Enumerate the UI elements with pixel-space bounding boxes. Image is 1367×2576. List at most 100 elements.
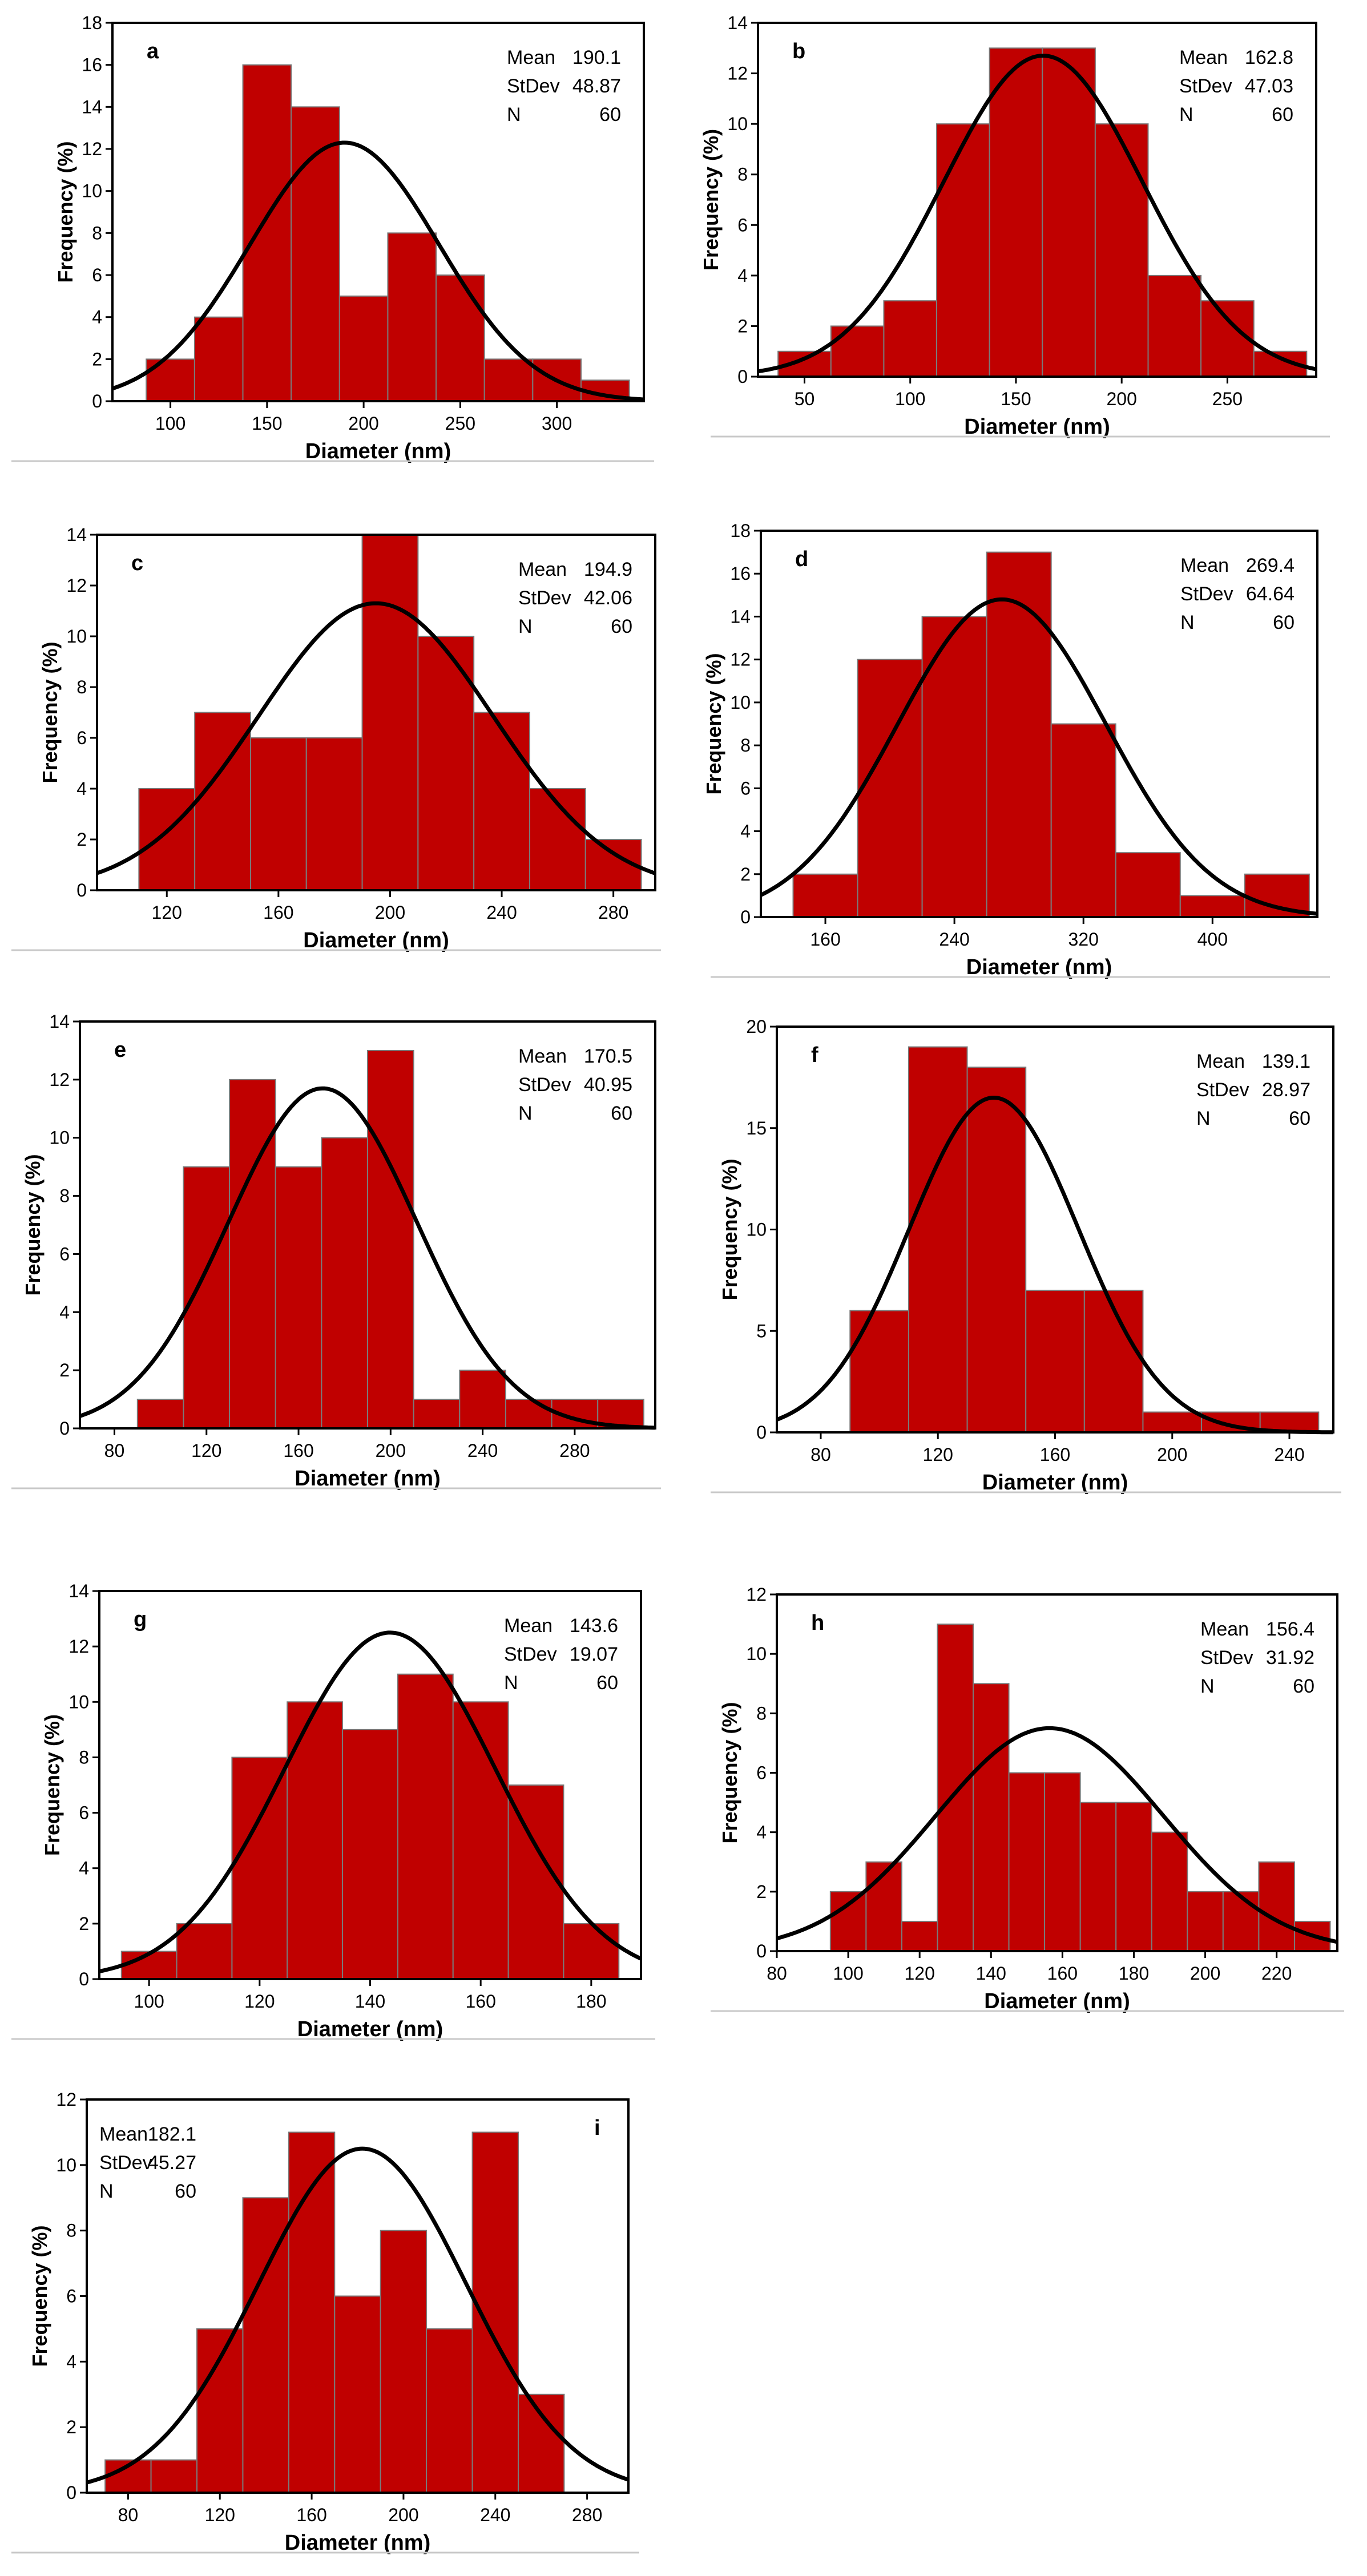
histogram-bar [936, 123, 990, 377]
x-tick-label: 180 [576, 1991, 606, 2012]
y-tick-label: 12 [49, 1069, 70, 1090]
histogram-bar [792, 873, 858, 918]
histogram-bar [397, 1673, 454, 1980]
histogram-bar [901, 1920, 938, 1952]
x-axis-title: Diameter (nm) [295, 1467, 441, 1491]
stats-n-label: N [1200, 1675, 1215, 1697]
panel-letter: c [131, 551, 143, 575]
x-tick-label: 300 [542, 413, 572, 434]
histogram-bar [986, 551, 1052, 918]
y-tick-label: 8 [66, 2220, 76, 2241]
y-tick-label: 12 [727, 63, 748, 84]
stats-mean-value: 269.4 [1246, 555, 1295, 576]
y-tick-label: 0 [740, 907, 751, 927]
y-tick-label: 2 [737, 316, 748, 336]
histogram-bar [830, 325, 885, 378]
y-axis-title: Frequency (%) [38, 641, 62, 783]
stats-mean-value: 156.4 [1266, 1618, 1314, 1640]
stats-mean-value: 170.5 [584, 1045, 632, 1067]
x-axis-title: Diameter (nm) [305, 439, 451, 463]
y-tick-label: 6 [59, 1243, 70, 1264]
histogram-bar [883, 300, 938, 378]
y-tick-label: 8 [740, 735, 751, 756]
x-axis-title: Diameter (nm) [297, 2017, 443, 2041]
histogram-bar [380, 2230, 428, 2494]
y-tick-label: 14 [727, 13, 748, 33]
x-tick-label: 150 [1001, 389, 1031, 409]
histogram-bar [1044, 1772, 1081, 1952]
y-tick-label: 14 [68, 1581, 89, 1601]
plot-frame [79, 1020, 656, 1430]
y-tick-label: 15 [746, 1118, 767, 1138]
histogram-panel-i: 0 2 4 6 8 10 12 80 120 160 200 240 280 Diameter (nm) F… [11, 2089, 639, 2555]
stats-mean-value: 190.1 [572, 47, 621, 68]
histogram-bar [1094, 123, 1149, 377]
x-tick-label: 250 [1212, 389, 1243, 409]
y-tick-label: 10 [746, 1644, 767, 1664]
stats-stdev-value: 19.07 [570, 1644, 618, 1665]
panel-letter: f [811, 1043, 818, 1067]
stats-mean-value: 143.6 [570, 1615, 618, 1637]
stats-n-value: 60 [611, 1103, 632, 1124]
x-axis-title: Diameter (nm) [285, 2531, 431, 2555]
x-tick-label: 160 [1047, 1963, 1078, 1984]
y-tick-label: 8 [737, 164, 748, 185]
y-axis-title: Frequency (%) [21, 1154, 45, 1295]
y-tick-label: 12 [68, 1636, 89, 1657]
x-tick-label: 240 [1274, 1444, 1304, 1465]
y-tick-label: 6 [737, 215, 748, 235]
x-tick-label: 280 [572, 2505, 602, 2525]
stats-stdev-label: StDev [99, 2152, 152, 2174]
x-tick-label: 140 [355, 1991, 385, 2012]
normal-fit-curve [776, 1726, 1338, 1944]
histogram-bar [426, 2328, 473, 2494]
histogram-bar [138, 788, 196, 891]
histogram-bar [563, 1923, 620, 1980]
normal-fit-curve [79, 1086, 656, 1430]
histogram-panel-e: 0 2 4 6 8 10 12 14 80 120 160 200 240 280 Diameter (nm… [11, 1011, 661, 1491]
histogram-bar [361, 534, 419, 891]
histogram-bar [367, 1049, 414, 1429]
histogram-bar [483, 358, 534, 402]
y-tick-label: 10 [727, 114, 748, 134]
histogram-bar [150, 2459, 198, 2494]
histogram-bar [966, 1067, 1027, 1433]
stats-n-label: N [518, 616, 533, 637]
stats-stdev-label: StDev [518, 1074, 571, 1096]
x-tick-label: 160 [283, 1440, 313, 1461]
panel-letter: b [792, 39, 805, 63]
stats-stdev-value: 48.87 [572, 75, 621, 97]
panel-letter: h [811, 1611, 824, 1635]
histogram-bar [321, 1137, 368, 1429]
histogram-bar [829, 1891, 867, 1952]
histogram-bar [1222, 1891, 1260, 1952]
y-tick-label: 6 [740, 778, 751, 798]
y-tick-label: 14 [730, 606, 751, 627]
plot-frame [757, 22, 1317, 378]
x-tick-label: 100 [895, 389, 925, 409]
histogram-bar [1179, 895, 1245, 918]
x-tick-label: 240 [467, 1440, 498, 1461]
y-tick-label: 10 [56, 2155, 76, 2175]
x-tick-label: 80 [767, 1963, 787, 1984]
y-tick-label: 0 [756, 1941, 767, 1961]
histogram-bar [387, 232, 437, 402]
x-tick-label: 120 [205, 2505, 235, 2525]
x-tick-label: 120 [904, 1963, 934, 1984]
stats-n-value: 60 [175, 2181, 196, 2202]
y-tick-label: 0 [59, 1418, 70, 1439]
histogram-bar [1187, 1891, 1224, 1952]
stats-mean-label: Mean [1180, 555, 1229, 576]
y-axis-title: Frequency (%) [699, 129, 723, 270]
histogram-bar [334, 2295, 381, 2493]
histogram-bar [908, 1046, 968, 1434]
x-tick-label: 50 [795, 389, 815, 409]
stats-mean-label: Mean [507, 47, 555, 68]
histogram-bar [849, 1310, 909, 1433]
y-tick-label: 2 [79, 1913, 89, 1934]
y-tick-label: 8 [59, 1186, 70, 1206]
x-tick-label: 200 [375, 902, 405, 923]
stats-mean-label: Mean [518, 1045, 567, 1067]
histogram-bar [342, 1729, 398, 1980]
y-tick-label: 0 [66, 2482, 76, 2503]
